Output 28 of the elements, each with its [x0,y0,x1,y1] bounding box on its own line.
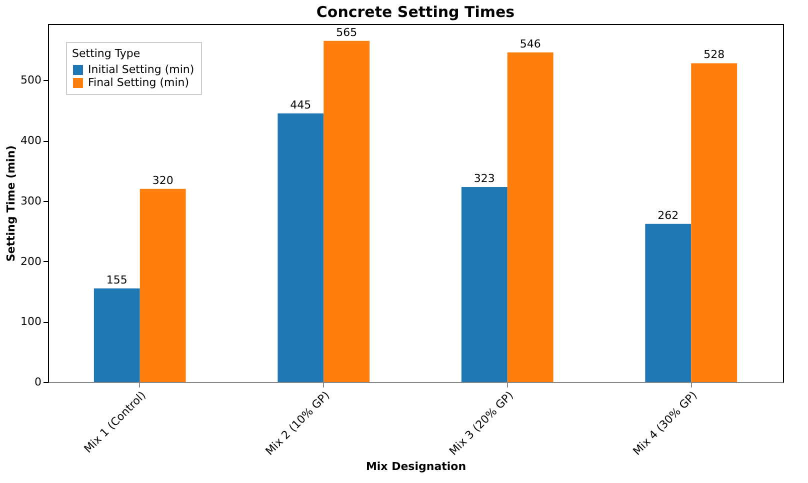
legend-label: Final Setting (min) [88,76,190,89]
legend-title: Setting Type [72,47,140,60]
legend-label: Initial Setting (min) [88,63,194,76]
bar [645,224,692,382]
data-label: 320 [152,174,174,187]
y-tick-label: 200 [20,254,42,268]
y-tick-label: 500 [20,74,42,87]
y-tick-label: 0 [34,376,42,388]
x-axis-title: Mix Designation [366,460,466,474]
data-label: 323 [474,172,495,185]
y-tick-label: 300 [20,194,42,208]
bar [324,40,370,382]
data-label: 528 [704,48,725,62]
y-axis-title: Setting Time (min) [4,145,18,262]
bar [507,52,554,382]
bar [461,187,508,382]
data-label: 445 [290,98,312,112]
data-label: 546 [520,37,541,50]
bar [278,113,324,382]
y-tick-label: 400 [20,134,42,148]
bar [94,288,140,382]
chart-title: Concrete Setting Times [316,3,515,21]
bar [691,63,738,382]
y-tick-label: 100 [20,315,42,328]
data-label: 155 [106,273,128,286]
bar [140,188,186,382]
data-label: 262 [658,208,679,222]
data-label: 565 [336,26,358,39]
